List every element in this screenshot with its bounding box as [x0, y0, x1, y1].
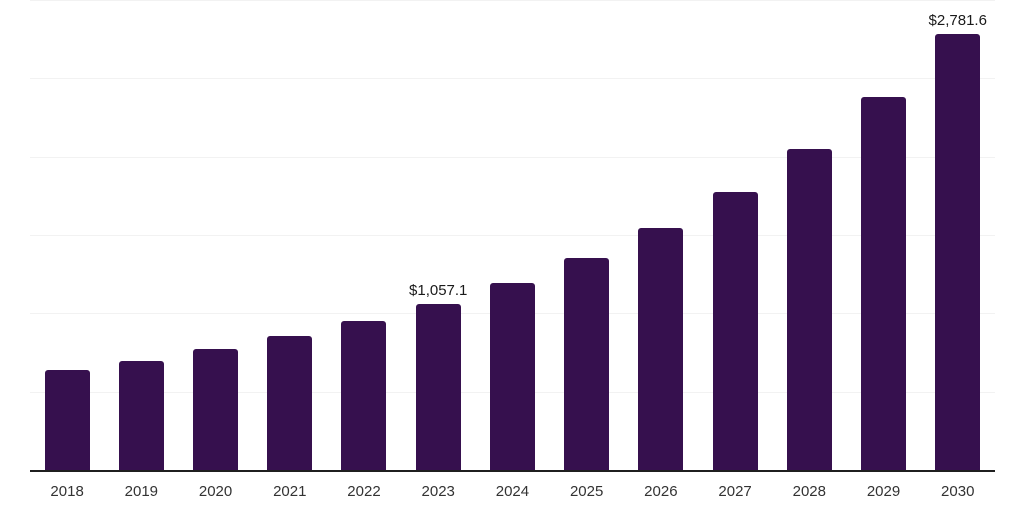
x-tick-label-2030: 2030 [941, 483, 975, 500]
bar-column-2018 [44, 0, 90, 470]
bar-2030: $2,781.6 [929, 12, 987, 470]
bar-column-2024 [489, 0, 535, 470]
bar-column-2027 [712, 0, 758, 470]
bar-2018 [44, 369, 90, 470]
x-axis-line [30, 470, 995, 472]
plot-area: $1,057.1 $2,781.6 [30, 0, 995, 470]
gridline-3000 [30, 0, 995, 1]
gridline-2000 [30, 156, 995, 158]
bar-column-2019 [118, 0, 164, 470]
bar-column-2020 [193, 0, 239, 470]
x-tick-label-2024: 2024 [495, 483, 530, 500]
x-tick-label-2028: 2028 [792, 483, 826, 500]
x-tick-label-2018: 2018 [50, 483, 84, 500]
value-label-2023: $1,057.1 [409, 282, 468, 300]
bar-2020 [193, 349, 239, 470]
bar-2026 [638, 228, 684, 470]
bar-2019 [118, 361, 164, 470]
bar-column-2022 [341, 0, 387, 470]
bar-column-2029 [861, 0, 907, 470]
bar-column-2028 [786, 0, 832, 470]
x-tick-label-2019: 2019 [124, 483, 159, 500]
bar-2025 [564, 258, 610, 470]
bar-column-2021 [267, 0, 313, 470]
bar-2023: $1,057.1 [409, 282, 467, 470]
x-tick-label-2029: 2029 [866, 483, 901, 500]
bar-column-2030: $2,781.6 [929, 0, 987, 470]
bar-2024 [489, 282, 535, 470]
gridline-1500 [30, 235, 995, 236]
x-tick-label-2025: 2025 [569, 483, 604, 500]
x-tick-label-2026: 2026 [644, 483, 678, 500]
x-tick-label-2022: 2022 [347, 483, 381, 500]
bar-2027 [712, 192, 758, 470]
bar-2029 [861, 97, 907, 470]
x-tick-label-2021: 2021 [273, 483, 307, 500]
x-tick-label-2023: 2023 [421, 483, 455, 500]
gridline-2500 [30, 78, 995, 80]
bar-column-2026 [638, 0, 684, 470]
x-tick-label-2027: 2027 [718, 483, 752, 500]
bars-row: $1,057.1 $2,781.6 [30, 0, 995, 470]
bar-2028 [786, 149, 832, 470]
bar-2022 [341, 321, 387, 470]
bar-column-2023: $1,057.1 [409, 0, 467, 470]
value-label-2030: $2,781.6 [928, 12, 987, 30]
x-axis-labels: 2018 2019 2020 2021 2022 2023 2024 2025 2026 2027… [30, 483, 995, 500]
bar-column-2025 [564, 0, 610, 470]
x-tick-label-2020: 2020 [198, 483, 233, 500]
bar-2021 [267, 336, 313, 470]
